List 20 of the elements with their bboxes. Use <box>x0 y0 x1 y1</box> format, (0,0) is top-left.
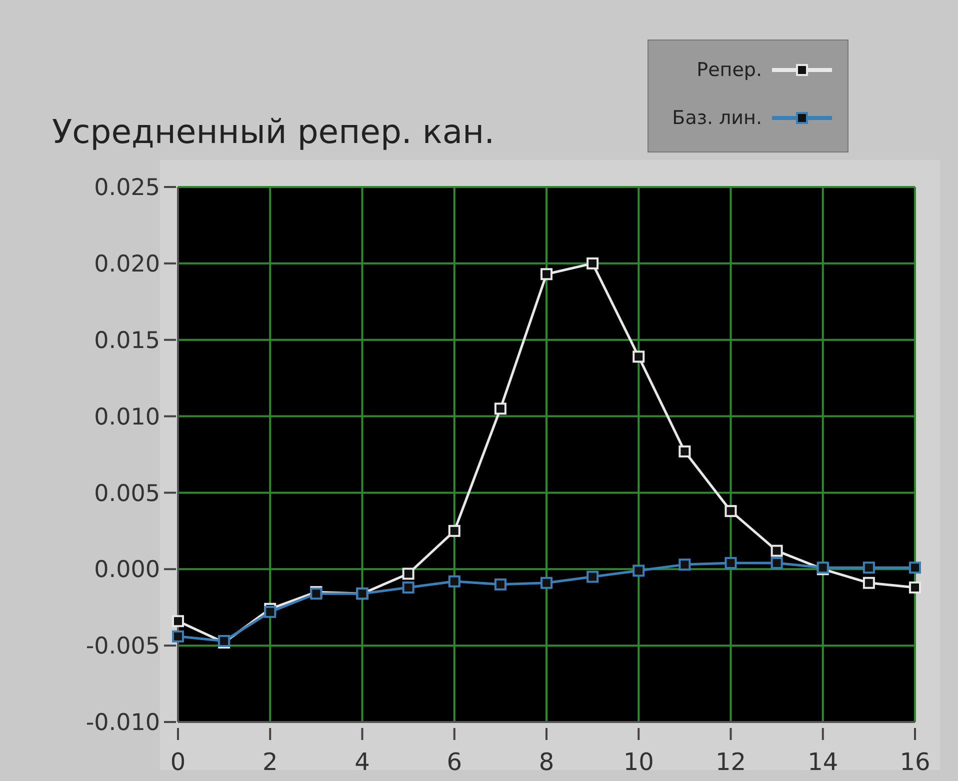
y-tick-label: -0.010 <box>86 710 160 736</box>
x-tick-label: 0 <box>170 748 186 776</box>
y-tick-label: -0.005 <box>86 634 160 660</box>
x-tick-label: 10 <box>623 748 654 776</box>
x-tick-label: 6 <box>446 748 462 776</box>
chart-title: Усредненный репер. кан. <box>52 112 495 151</box>
x-tick-label: 16 <box>900 748 930 776</box>
y-tick-label: 0.010 <box>94 404 160 430</box>
x-tick-label: 2 <box>262 748 278 776</box>
x-tick-label: 12 <box>715 748 746 776</box>
y-tick-label: 0.005 <box>94 480 160 507</box>
x-tick-label: 4 <box>354 748 370 776</box>
y-tick-label: 0.025 <box>94 175 160 202</box>
legend-label: Репер. <box>696 59 762 81</box>
x-tick-label: 14 <box>808 748 838 776</box>
y-tick-label: 0.020 <box>94 251 160 278</box>
legend-label: Баз. лин. <box>672 107 762 129</box>
y-tick-label: 0.015 <box>94 328 160 354</box>
x-tick-label: 8 <box>538 748 554 776</box>
y-tick-label: 0.000 <box>94 557 160 584</box>
